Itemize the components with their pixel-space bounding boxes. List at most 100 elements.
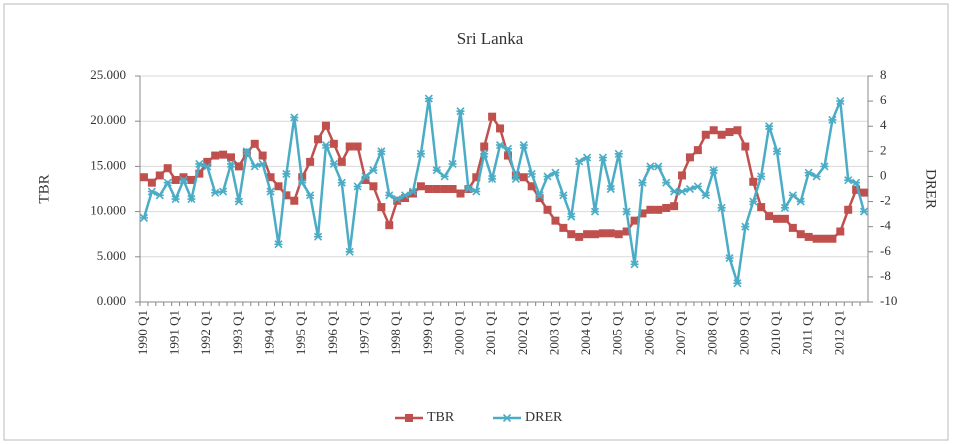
- y-axis-title: TBR: [36, 174, 52, 203]
- point: [606, 229, 615, 238]
- point: [306, 191, 315, 200]
- point: [306, 157, 315, 166]
- point: [147, 178, 156, 187]
- point: [654, 162, 663, 171]
- point: [163, 164, 172, 173]
- point: [195, 169, 204, 178]
- point: [219, 150, 228, 159]
- point: [195, 159, 204, 168]
- point: [725, 128, 734, 137]
- point: [448, 185, 457, 193]
- x-tick-label: 1995 Q1: [293, 310, 308, 355]
- point: [424, 94, 433, 103]
- x-tick-label: 2006 Q1: [641, 310, 656, 355]
- point: [796, 197, 805, 206]
- point: [313, 232, 323, 241]
- point: [139, 173, 148, 182]
- x-tick-label: 2005 Q1: [610, 310, 625, 355]
- point: [559, 223, 568, 232]
- y-tick-label: 10.000: [90, 203, 126, 218]
- y2-tick-label: -4: [880, 218, 891, 233]
- x-tick-label: 1990 Q1: [135, 310, 150, 355]
- y2-tick-label: 4: [880, 117, 887, 132]
- point: [591, 230, 599, 239]
- point: [606, 184, 615, 194]
- point: [211, 188, 220, 197]
- point: [401, 191, 410, 200]
- y2-tick-label: -6: [880, 243, 891, 258]
- point: [290, 113, 299, 122]
- point: [321, 140, 331, 150]
- y-tick-label: 0.000: [97, 293, 126, 308]
- point: [519, 140, 528, 150]
- point: [630, 216, 639, 225]
- point: [440, 172, 449, 181]
- point: [448, 159, 457, 168]
- point: [258, 151, 267, 160]
- point: [203, 162, 212, 171]
- point: [234, 197, 243, 206]
- x-tick-label: 1999 Q1: [420, 310, 435, 355]
- point: [361, 172, 370, 181]
- x-tick-label: 2007 Q1: [673, 310, 688, 355]
- x-tick-label: 2011 Q1: [800, 310, 815, 355]
- point: [456, 189, 465, 198]
- point: [345, 142, 354, 151]
- point: [583, 153, 592, 162]
- point: [369, 182, 378, 191]
- y2-tick-label: 8: [880, 67, 887, 82]
- point: [139, 213, 149, 222]
- point: [654, 205, 663, 214]
- point: [179, 176, 188, 185]
- point: [844, 205, 853, 214]
- point: [464, 184, 473, 194]
- x-tick-label: 2003 Q1: [546, 310, 561, 355]
- point: [788, 223, 797, 232]
- y-tick-label: 5.000: [97, 248, 126, 263]
- point: [575, 157, 584, 166]
- point: [274, 240, 283, 249]
- point: [733, 279, 742, 288]
- point: [765, 212, 774, 221]
- point: [804, 168, 813, 177]
- point: [543, 172, 552, 181]
- point: [337, 157, 346, 166]
- x-tick-label: 2012 Q1: [831, 310, 846, 355]
- point: [290, 196, 299, 205]
- point: [353, 182, 362, 191]
- point: [836, 97, 845, 106]
- point: [329, 159, 338, 168]
- point: [662, 203, 671, 212]
- point: [424, 185, 433, 193]
- point: [685, 153, 694, 162]
- point: [416, 182, 425, 191]
- point: [527, 182, 536, 191]
- point: [670, 202, 679, 211]
- y2-tick-label: -10: [880, 293, 897, 308]
- point: [282, 169, 291, 178]
- point: [472, 173, 481, 182]
- point: [385, 221, 394, 230]
- point: [678, 171, 687, 180]
- point: [567, 212, 576, 221]
- point: [717, 203, 726, 212]
- point: [828, 234, 837, 243]
- point: [852, 185, 861, 194]
- point: [361, 175, 370, 184]
- y2-tick-label: 6: [880, 92, 887, 107]
- point: [393, 196, 402, 205]
- x-tick-label: 2001 Q1: [483, 310, 498, 355]
- point: [250, 162, 259, 171]
- chart-title: Sri Lanka: [457, 29, 524, 48]
- x-tick-label: 2000 Q1: [451, 310, 466, 355]
- point: [266, 173, 275, 182]
- point: [725, 253, 734, 263]
- point: [266, 187, 275, 196]
- point: [820, 162, 829, 171]
- x-tick-label: 1993 Q1: [230, 310, 245, 355]
- point: [551, 216, 560, 225]
- point: [503, 151, 512, 160]
- point: [583, 230, 592, 239]
